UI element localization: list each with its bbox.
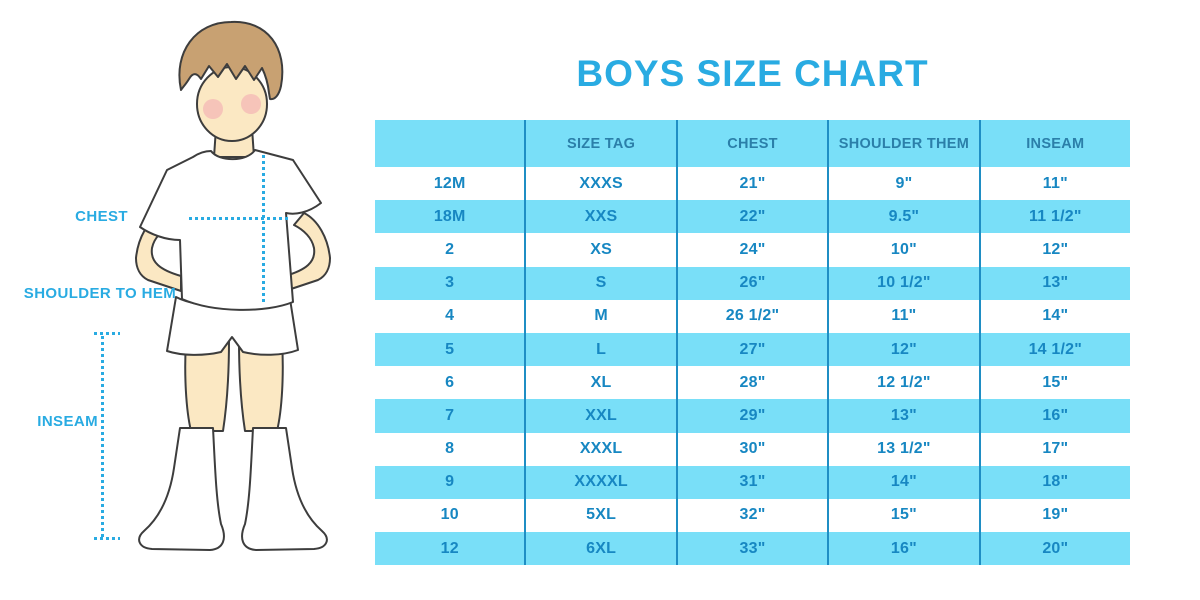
table-cell: 18" bbox=[1042, 473, 1069, 491]
table-cell: 12" bbox=[829, 332, 981, 367]
table-cell: 22" bbox=[678, 200, 830, 234]
table-row: 9 XXXXL 31" 14" 18" bbox=[375, 465, 1130, 499]
table-row: 6 XL 28" 12 1/2" 15" bbox=[375, 366, 1130, 400]
table-cell: M bbox=[526, 299, 678, 333]
table-row: 8 XXXL 30" 13 1/2" 17" bbox=[375, 432, 1130, 466]
boy-measurement-figure: CHEST SHOULDER TO HEM INSEAM bbox=[0, 0, 380, 600]
size-table: SIZE TAG CHEST SHOULDER THEM INSEAM 12M XXXS 2… bbox=[375, 120, 1130, 566]
inseam-measure-cap-top bbox=[94, 332, 120, 335]
label-chest: CHEST bbox=[75, 208, 128, 225]
chest-measure-line bbox=[189, 217, 289, 220]
table-cell: 33" bbox=[678, 532, 830, 566]
table-cell: 13 1/2" bbox=[829, 432, 981, 466]
table-cell: 21" bbox=[678, 167, 830, 201]
table-cell: 11" bbox=[829, 299, 981, 333]
table-cell: 10 1/2" bbox=[829, 266, 981, 300]
label-inseam: INSEAM bbox=[37, 413, 98, 430]
label-shoulder-to-hem: SHOULDER TO HEM bbox=[23, 285, 177, 302]
table-cell: XXL bbox=[526, 399, 678, 433]
table-cell: 27" bbox=[678, 332, 830, 367]
table-header-row: SIZE TAG CHEST SHOULDER THEM INSEAM bbox=[375, 120, 1130, 167]
table-cell: 9 bbox=[375, 465, 527, 499]
table-cell: 29" bbox=[678, 399, 830, 433]
table-cell: 16" bbox=[1042, 406, 1069, 424]
table-cell: 13" bbox=[829, 399, 981, 433]
table-cell: 31" bbox=[678, 465, 830, 499]
table-cell: 3 bbox=[375, 266, 527, 300]
table-cell: 11 1/2" bbox=[1029, 207, 1082, 225]
table-row: 3 S 26" 10 1/2" 13" bbox=[375, 266, 1130, 300]
table-cell: 16" bbox=[829, 532, 981, 566]
table-cell: 12M bbox=[375, 167, 527, 201]
table-cell: 11" bbox=[1042, 174, 1068, 192]
boy-cheek-right bbox=[241, 94, 261, 114]
table-cell: XS bbox=[526, 233, 678, 267]
table-row: 5 L 27" 12" 14 1/2" bbox=[375, 332, 1130, 367]
table-cell: 18M bbox=[375, 200, 527, 234]
inseam-measure-line bbox=[101, 336, 104, 538]
table-cell: 30" bbox=[678, 432, 830, 466]
boy-tshirt bbox=[139, 149, 322, 311]
table-cell: XXXS bbox=[526, 167, 678, 201]
table-cell: 9.5" bbox=[829, 200, 981, 234]
boy-sock-left bbox=[138, 427, 225, 551]
table-cell: 26" bbox=[678, 266, 830, 300]
shoulder-to-hem-measure-line bbox=[262, 155, 265, 304]
table-cell: 7 bbox=[375, 399, 527, 433]
table-cell: 10" bbox=[829, 233, 981, 267]
table-cell: 26 1/2" bbox=[678, 299, 830, 333]
table-cell: 12" bbox=[1042, 240, 1069, 258]
column-header: INSEAM bbox=[1026, 135, 1085, 152]
table-cell: 6 bbox=[375, 366, 527, 400]
table-cell: 32" bbox=[678, 498, 830, 533]
table-cell: 12 bbox=[375, 532, 527, 566]
table-cell: L bbox=[526, 332, 678, 367]
table-cell: 5 bbox=[375, 332, 527, 367]
table-cell: 20" bbox=[1042, 539, 1069, 557]
table-cell: 9" bbox=[829, 167, 981, 201]
table-cell: 10 bbox=[375, 498, 527, 533]
inseam-measure-cap-bottom bbox=[94, 537, 120, 540]
table-cell: XXXL bbox=[526, 432, 678, 466]
boy-illustration bbox=[135, 20, 331, 551]
boy-leg-left bbox=[184, 339, 230, 432]
column-header: SIZE TAG bbox=[526, 120, 678, 167]
table-row: 12 6XL 33" 16" 20" bbox=[375, 532, 1130, 566]
table-row: 12M XXXS 21" 9" 11" bbox=[375, 167, 1130, 201]
table-cell: 5XL bbox=[526, 498, 678, 533]
column-header: CHEST bbox=[678, 120, 830, 167]
table-cell: XL bbox=[526, 366, 678, 400]
boy-hair bbox=[178, 20, 284, 101]
table-cell: 15" bbox=[1042, 373, 1069, 391]
table-row: 7 XXL 29" 13" 16" bbox=[375, 399, 1130, 433]
table-cell: 15" bbox=[829, 498, 981, 533]
table-row: 4 M 26 1/2" 11" 14" bbox=[375, 299, 1130, 333]
table-row: 2 XS 24" 10" 12" bbox=[375, 233, 1130, 267]
table-cell: 28" bbox=[678, 366, 830, 400]
table-cell: 12 1/2" bbox=[829, 366, 981, 400]
table-cell: 8 bbox=[375, 432, 527, 466]
table-cell: 14" bbox=[1042, 307, 1069, 325]
page-title: BOYS SIZE CHART bbox=[576, 52, 929, 94]
column-header bbox=[375, 120, 527, 167]
table-row: 18M XXS 22" 9.5" 11 1/2" bbox=[375, 200, 1130, 234]
table-cell: S bbox=[526, 266, 678, 300]
boy-sock-right bbox=[241, 427, 328, 551]
table-cell: 6XL bbox=[526, 532, 678, 566]
boy-cheek-left bbox=[203, 99, 223, 119]
column-header: SHOULDER THEM bbox=[829, 120, 981, 167]
table-cell: 14" bbox=[829, 465, 981, 499]
table-cell: 4 bbox=[375, 299, 527, 333]
table-cell: 19" bbox=[1042, 506, 1069, 524]
table-cell: 17" bbox=[1042, 440, 1069, 458]
table-cell: 24" bbox=[678, 233, 830, 267]
table-cell: 2 bbox=[375, 233, 527, 267]
table-cell: 13" bbox=[1042, 274, 1069, 292]
table-row: 10 5XL 32" 15" 19" bbox=[375, 498, 1130, 533]
table-cell: XXS bbox=[526, 200, 678, 234]
table-cell: XXXXL bbox=[526, 465, 678, 499]
table-cell: 14 1/2" bbox=[1028, 340, 1083, 358]
